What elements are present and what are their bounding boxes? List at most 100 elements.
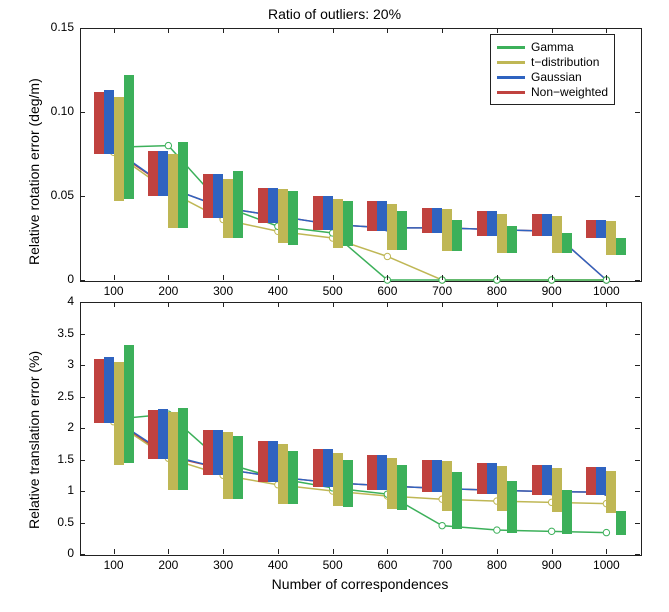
bar	[507, 226, 517, 253]
ytick-label: 3	[38, 357, 74, 371]
bar	[203, 430, 213, 475]
bar	[278, 189, 288, 243]
xtick	[552, 302, 553, 307]
xtick-label: 600	[377, 558, 397, 572]
xtick	[497, 28, 498, 33]
xtick	[223, 275, 224, 280]
bar	[562, 233, 572, 253]
ylabel-bottom: Relative translation error (%)	[26, 351, 42, 529]
bar	[542, 465, 552, 495]
xtick-label: 300	[213, 558, 233, 572]
bar	[313, 449, 323, 487]
bar	[616, 511, 626, 535]
legend-label: Gamma	[531, 40, 574, 54]
ytick-label: 0.10	[38, 104, 74, 118]
xtick-label: 700	[432, 284, 452, 298]
xtick	[168, 549, 169, 554]
bar	[323, 449, 333, 487]
xtick	[114, 28, 115, 33]
bar	[432, 208, 442, 233]
bar	[586, 220, 596, 238]
xtick	[606, 28, 607, 33]
figure: Ratio of outliers: 20% Relative rotation…	[0, 0, 669, 612]
legend-label: Non−weighted	[531, 85, 608, 99]
bar	[367, 201, 377, 231]
xtick	[552, 28, 553, 33]
bar	[168, 412, 178, 489]
xtick-label: 800	[487, 284, 507, 298]
xtick	[333, 549, 334, 554]
ytick	[635, 460, 640, 461]
bar	[432, 460, 442, 493]
ytick-label: 0.15	[38, 20, 74, 34]
xtick	[606, 549, 607, 554]
bar	[452, 220, 462, 252]
ytick-label: 0.5	[38, 515, 74, 529]
ytick	[635, 280, 640, 281]
ytick-label: 2	[38, 420, 74, 434]
xtick	[387, 275, 388, 280]
bar	[114, 97, 124, 201]
xtick	[497, 302, 498, 307]
bar	[606, 221, 616, 255]
xtick-label: 700	[432, 558, 452, 572]
bar	[124, 75, 134, 199]
bar	[233, 436, 243, 500]
bar	[343, 201, 353, 246]
xtick-label: 900	[542, 558, 562, 572]
xtick	[333, 302, 334, 307]
bar	[258, 441, 268, 481]
bar	[397, 211, 407, 250]
bar	[422, 208, 432, 233]
xtick	[497, 549, 498, 554]
bar	[477, 463, 487, 494]
bar	[367, 455, 377, 490]
bar	[532, 465, 542, 495]
ytick	[635, 554, 640, 555]
xtick	[333, 275, 334, 280]
ytick	[80, 302, 85, 303]
xtick-label: 400	[268, 284, 288, 298]
bar	[377, 455, 387, 490]
xtick	[497, 275, 498, 280]
legend-swatch	[497, 61, 525, 64]
bar	[377, 201, 387, 231]
bar	[477, 211, 487, 236]
bar	[442, 461, 452, 510]
ytick	[635, 491, 640, 492]
ytick-label: 2.5	[38, 389, 74, 403]
bar	[114, 362, 124, 465]
ytick	[635, 334, 640, 335]
ytick	[80, 196, 85, 197]
bar	[397, 465, 407, 510]
xtick-label: 100	[104, 558, 124, 572]
bar	[422, 460, 432, 493]
ytick	[635, 302, 640, 303]
bar	[616, 238, 626, 255]
ytick	[80, 428, 85, 429]
bar	[442, 209, 452, 251]
xtick	[278, 28, 279, 33]
bar	[487, 463, 497, 494]
ytick	[635, 365, 640, 366]
legend-swatch	[497, 91, 525, 94]
bar	[203, 174, 213, 218]
xtick-label: 900	[542, 284, 562, 298]
ytick	[80, 554, 85, 555]
xtick	[168, 275, 169, 280]
legend-swatch	[497, 76, 525, 79]
xtick	[552, 549, 553, 554]
bar	[333, 199, 343, 248]
bar	[223, 432, 233, 499]
ytick-label: 0	[38, 546, 74, 560]
ytick	[635, 28, 640, 29]
xtick-label: 1000	[593, 558, 620, 572]
xtick-label: 800	[487, 558, 507, 572]
xtick	[442, 275, 443, 280]
legend-entry: Gaussian	[497, 70, 608, 84]
bar	[586, 467, 596, 495]
bar	[387, 458, 397, 509]
ytick-label: 0	[38, 272, 74, 286]
xtick	[114, 302, 115, 307]
xlabel: Number of correspondences	[80, 576, 640, 592]
